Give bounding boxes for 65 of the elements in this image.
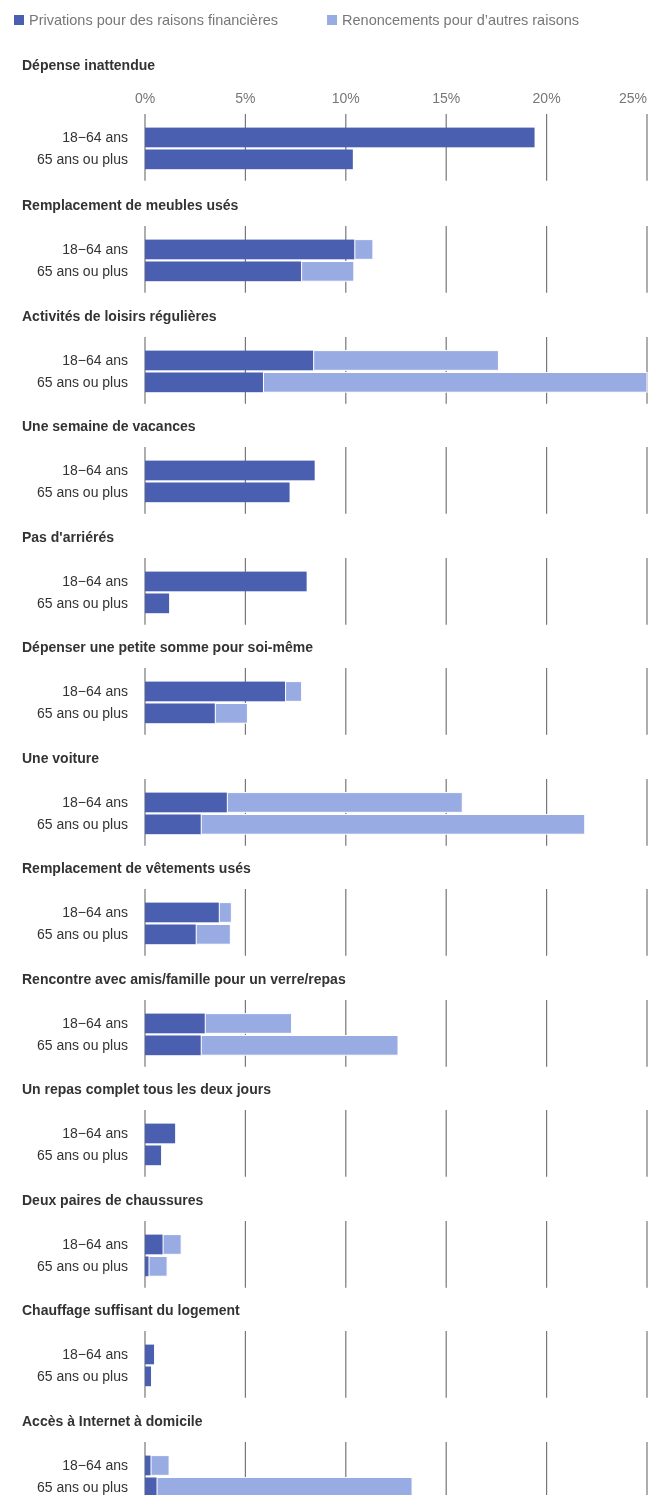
y-tick-label: 65 ans ou plus (36, 1036, 128, 1053)
x-tick-label: 15% (432, 89, 461, 106)
y-tick-label: 18−64 ans (62, 129, 128, 146)
y-tick-label: 18−64 ans (62, 572, 128, 589)
bar (145, 813, 202, 834)
y-tick-label: 65 ans ou plus (36, 705, 128, 722)
x-tick-label: 0% (134, 89, 156, 106)
y-tick-label: 18−64 ans (62, 351, 128, 368)
chart-title: Une voiture (22, 749, 100, 765)
chart-title: Chauffage suffisant du logement (22, 1301, 241, 1318)
chart-title: Deux paires de chaussures (22, 1191, 204, 1207)
chart-title: Pas d'arriérés (22, 528, 115, 544)
y-tick-label: 18−64 ans (62, 1235, 128, 1252)
y-tick-label: 18−64 ans (62, 1125, 128, 1142)
chart-title: Remplacement de meubles usés (22, 196, 239, 213)
bar (145, 1476, 158, 1495)
chart-title: Dépenser une petite somme pour soi-même (22, 638, 314, 655)
x-tick-label: 25% (618, 89, 647, 106)
y-tick-label: 18−64 ans (62, 1014, 128, 1031)
y-tick-label: 65 ans ou plus (36, 373, 128, 390)
legend-label: Privations pour des raisons financières (29, 12, 279, 29)
y-tick-label: 65 ans ou plus (36, 815, 128, 832)
y-tick-label: 18−64 ans (62, 462, 128, 479)
bar (214, 702, 248, 724)
chart-title: Rencontre avec amis/famille pour un verre/repas (22, 970, 346, 986)
legend-label: Renoncements pour d’autres raisons (342, 12, 580, 29)
y-tick-label: 65 ans ou plus (36, 1147, 128, 1164)
x-tick-label: 20% (532, 89, 561, 106)
y-tick-label: 65 ans ou plus (36, 1368, 128, 1385)
bar (354, 239, 374, 260)
y-tick-label: 65 ans ou plus (36, 484, 128, 501)
y-tick-label: 18−64 ans (62, 793, 128, 810)
bar (145, 902, 220, 923)
bar (145, 1013, 206, 1033)
bar (145, 1034, 202, 1055)
chart-title: Activités de loisirs régulières (22, 307, 217, 323)
x-tick-label: 5% (235, 89, 256, 106)
y-tick-label: 18−64 ans (62, 241, 128, 258)
bar (145, 350, 314, 370)
bar (145, 371, 264, 392)
bar (145, 239, 355, 260)
y-tick-label: 18−64 ans (62, 683, 128, 700)
bar (145, 681, 286, 702)
y-tick-label: 65 ans ou plus (36, 1478, 128, 1495)
y-tick-label: 65 ans ou plus (36, 926, 128, 943)
bar (145, 261, 302, 282)
chart-title: Une semaine de vacances (22, 417, 196, 434)
bar (145, 703, 216, 724)
bar (145, 924, 197, 945)
y-tick-label: 65 ans ou plus (36, 1257, 128, 1274)
y-tick-label: 65 ans ou plus (36, 594, 128, 611)
bar (145, 1234, 164, 1254)
chart-title: Accès à Internet à domicile (22, 1412, 203, 1428)
y-tick-label: 65 ans ou plus (36, 151, 128, 168)
bar (285, 681, 303, 702)
bar (145, 792, 228, 812)
chart-title: Un repas complet tous les deux jours (22, 1080, 272, 1097)
y-tick-label: 65 ans ou plus (36, 263, 128, 280)
y-tick-label: 18−64 ans (62, 1346, 128, 1363)
chart-title: Remplacement de vêtements usés (22, 859, 251, 876)
bar (301, 260, 355, 282)
y-tick-label: 18−64 ans (62, 904, 128, 921)
chart-title: Dépense inattendue (22, 56, 156, 73)
x-tick-label: 10% (331, 89, 360, 106)
y-tick-label: 18−64 ans (62, 1456, 128, 1473)
